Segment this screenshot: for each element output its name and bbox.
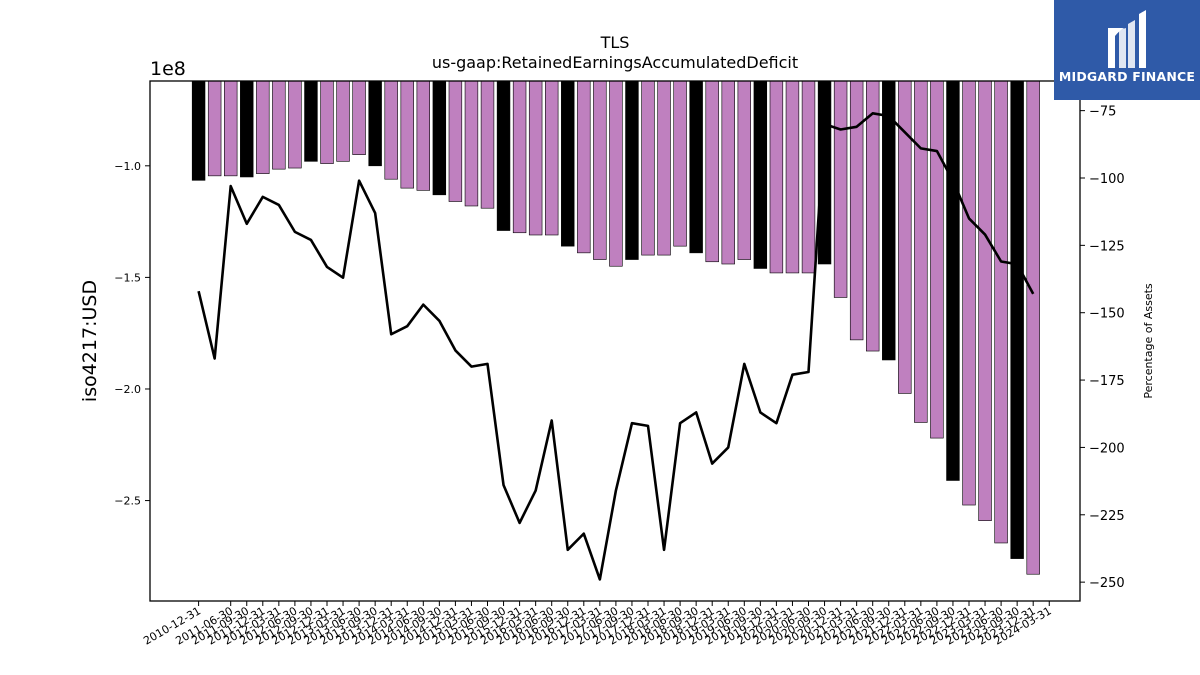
left-y-axis-ticks: −1.0 −1.5 −2.0 −2.5: [114, 160, 150, 508]
bar-2020-12-31: [833, 80, 848, 298]
y2-tick-label: −175: [1089, 374, 1125, 389]
right-y-axis-ticks: −75 −100 −125 −150 −175 −200 −225 −250: [1080, 105, 1125, 591]
midgard-logo-icon: [1108, 10, 1146, 68]
bar-2018-06-30: [673, 80, 687, 247]
plot-frame: [149, 80, 1081, 602]
y-tick-label: −2.0: [114, 383, 141, 396]
bar-2020-06-30: [801, 80, 816, 274]
chart-subtitle: us-gaap:RetainedEarningsAccumulatedDefic…: [432, 53, 798, 72]
bar-2018-09-30: [689, 80, 703, 254]
y2-tick-label: −150: [1089, 307, 1125, 322]
percentage-of-assets-line: [197, 112, 1035, 581]
y-tick-label: −1.5: [114, 271, 141, 284]
y2-tick-label: −250: [1089, 576, 1125, 591]
bar-2019-06-30: [737, 80, 752, 260]
bar-2022-06-30: [930, 80, 944, 439]
bar-2023-09-30: [1010, 80, 1024, 559]
y2-tick-label: −100: [1089, 172, 1125, 187]
bar-2021-03-31: [849, 80, 864, 341]
bar-2013-06-30: [352, 80, 366, 155]
x-axis-ticks: 2010-12-312011-06-302011-09-302011-12-31…: [141, 601, 1054, 648]
bar-2017-06-30: [609, 80, 623, 267]
bar-2016-03-31: [528, 80, 543, 236]
bar-2023-03-31: [978, 80, 992, 521]
y-tick-label: −2.5: [114, 495, 141, 508]
bar-2020-03-31: [785, 80, 800, 274]
bar-2014-09-30: [432, 80, 447, 196]
bar-2015-06-30: [480, 80, 495, 209]
y2-tick-label: −125: [1089, 239, 1125, 254]
bar-2013-03-31: [336, 80, 350, 162]
bar-2018-03-31: [657, 80, 671, 256]
bar-2012-09-30: [304, 80, 318, 162]
bar-2022-09-30: [946, 80, 960, 481]
bar-2015-09-30: [496, 80, 511, 231]
y2-tick-label: −75: [1089, 105, 1116, 120]
bar-2019-12-31: [769, 80, 784, 274]
bar-2019-09-30: [753, 80, 768, 269]
bar-2012-06-30: [288, 80, 302, 169]
bar-2023-12-31: [1026, 80, 1040, 575]
bar-2013-12-31: [384, 80, 398, 180]
bar-2011-09-30: [240, 80, 254, 178]
bar-2017-09-30: [625, 80, 639, 260]
bar-2017-03-31: [593, 80, 607, 260]
bar-series: [191, 80, 1040, 575]
y-axis-label: iso4217:USD: [79, 280, 101, 402]
y2-tick-label: −225: [1089, 509, 1125, 524]
bar-2014-12-31: [448, 80, 463, 202]
bar-2021-06-30: [865, 80, 880, 352]
chart-title: TLS: [600, 33, 630, 52]
y-tick-label: −1.0: [114, 160, 141, 173]
bar-2023-06-30: [994, 80, 1008, 544]
bar-2015-12-31: [512, 80, 527, 234]
bar-2011-06-30: [224, 80, 238, 177]
bar-2014-06-30: [416, 80, 430, 191]
bar-2016-09-30: [561, 80, 575, 247]
bar-2018-12-31: [705, 80, 719, 263]
bar-2012-12-31: [320, 80, 334, 164]
bar-2013-09-30: [368, 80, 382, 167]
bar-2014-03-31: [400, 80, 414, 189]
bar-2010-12-31: [191, 80, 206, 181]
bar-2011-03-31: [207, 80, 222, 177]
midgard-finance-logo: MIDGARD FINANCE: [1054, 0, 1200, 100]
bar-2022-12-31: [962, 80, 976, 506]
bar-2015-03-31: [464, 80, 479, 207]
bar-2017-12-31: [641, 80, 655, 256]
bar-2019-03-31: [721, 80, 735, 265]
bar-2011-12-31: [256, 80, 270, 174]
bar-2016-06-30: [544, 80, 559, 236]
bar-2016-12-31: [577, 80, 591, 254]
bar-2021-09-30: [882, 80, 896, 361]
y2-tick-label: −200: [1089, 441, 1125, 456]
bar-2012-03-31: [272, 80, 286, 170]
y-axis-offset-label: 1e8: [150, 58, 186, 80]
logo-text: MIDGARD FINANCE: [1058, 69, 1196, 84]
right-y-axis-label: Percentage of Assets: [1142, 283, 1155, 399]
bar-2020-09-30: [817, 80, 832, 265]
bar-2022-03-31: [914, 80, 928, 423]
